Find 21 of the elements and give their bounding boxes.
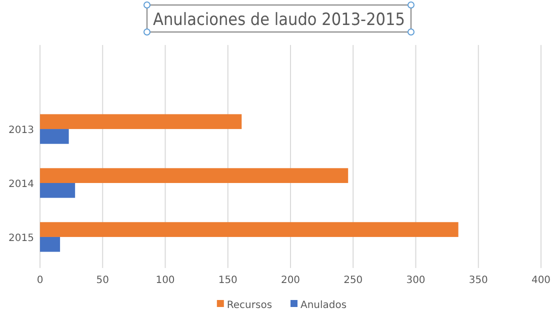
x-tick-label: 350 bbox=[468, 275, 488, 286]
x-tick-label: 150 bbox=[218, 275, 238, 286]
chart-title: Anulaciones de laudo 2013-2015 bbox=[153, 10, 405, 30]
bar bbox=[40, 114, 242, 130]
legend-label: Recursos bbox=[226, 300, 272, 311]
x-tick-label: 400 bbox=[531, 275, 551, 286]
y-tick-label: 2013 bbox=[8, 125, 34, 136]
x-tick-label: 0 bbox=[36, 275, 44, 286]
bar bbox=[40, 183, 76, 198]
y-tick-label: 2015 bbox=[8, 232, 34, 244]
legend-label: Anulados bbox=[300, 300, 347, 311]
bar bbox=[40, 222, 458, 237]
bar bbox=[40, 129, 69, 144]
x-tick-label: 250 bbox=[344, 275, 363, 286]
y-tick-label: 2014 bbox=[8, 179, 34, 190]
x-tick-label: 200 bbox=[280, 275, 300, 286]
bar bbox=[40, 236, 60, 252]
bar bbox=[40, 168, 348, 183]
x-tick-label: 100 bbox=[156, 275, 175, 286]
x-tick-label: 300 bbox=[406, 275, 426, 286]
x-tick-label: 50 bbox=[96, 275, 109, 286]
